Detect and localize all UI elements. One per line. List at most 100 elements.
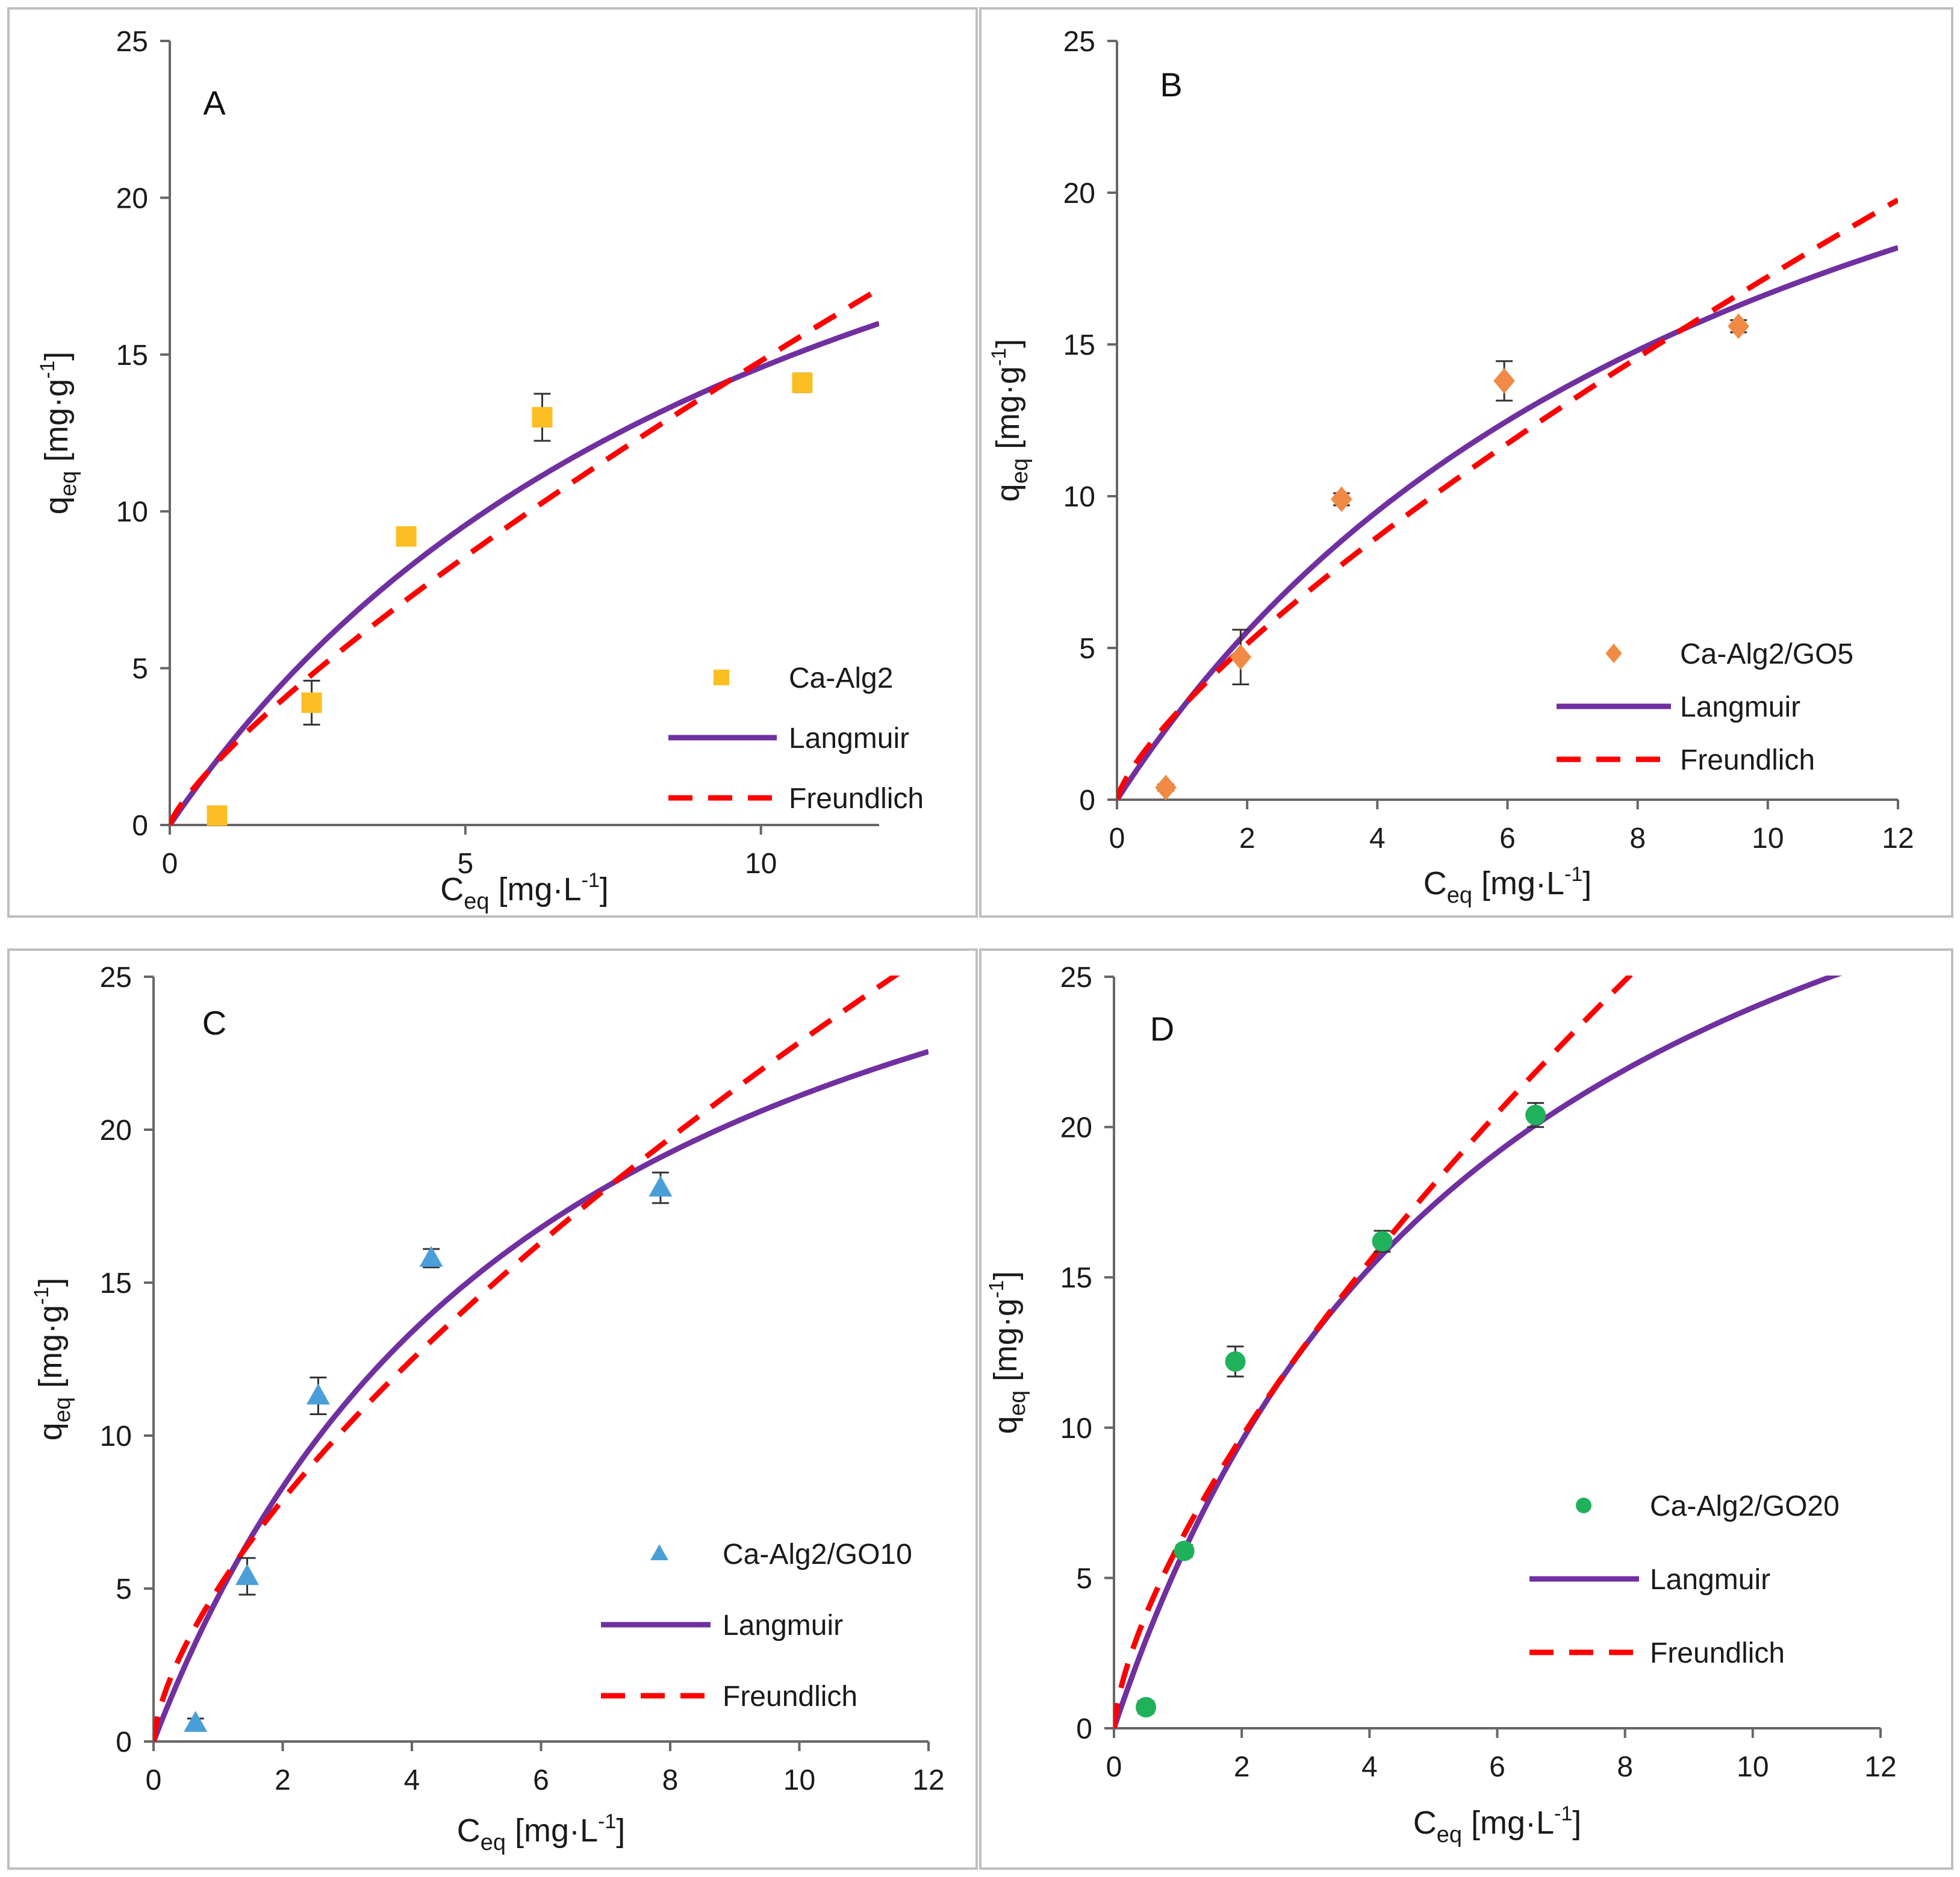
y-tick-label: 0	[1079, 785, 1095, 817]
x-tick-label: 2	[1234, 1751, 1250, 1783]
data-point	[649, 1171, 673, 1204]
x-axis-title: Ceq [mg·L-1]	[1423, 863, 1592, 908]
y-tick-label: 5	[132, 653, 148, 685]
data-point	[1136, 1697, 1157, 1718]
data-marker	[1136, 1697, 1157, 1718]
x-tick-label: 12	[912, 1764, 944, 1796]
data-marker	[1230, 644, 1252, 670]
y-tick-label: 5	[1079, 633, 1095, 665]
data-point	[1155, 774, 1177, 801]
legend-marker	[650, 1544, 668, 1561]
data-marker	[1174, 1540, 1195, 1561]
data-point	[1225, 1345, 1246, 1378]
data-marker	[649, 1175, 673, 1197]
data-point	[1372, 1230, 1393, 1253]
y-tick-label: 10	[1063, 481, 1095, 513]
y-tick-label: 10	[116, 496, 148, 528]
legend: Ca-Alg2/GO5 Langmuir Freundlich	[1557, 638, 1853, 776]
x-tick-label: 6	[1499, 823, 1516, 854]
x-tick-label: 0	[1106, 1751, 1122, 1783]
legend-marker	[1605, 643, 1622, 664]
legend-label: Freundlich	[1650, 1637, 1785, 1669]
panel-letter: B	[1160, 66, 1182, 104]
y-tick-label: 5	[116, 1574, 132, 1605]
x-tick-label: 4	[1369, 823, 1386, 854]
y-tick-label: 20	[1063, 178, 1095, 210]
x-tick-label: 6	[1489, 1751, 1505, 1783]
legend: Ca-Alg2/GO20 Langmuir Freundlich	[1529, 1490, 1840, 1669]
data-point	[235, 1557, 260, 1596]
data-point	[792, 372, 813, 393]
legend-label: Freundlich	[789, 783, 924, 815]
y-tick-label: 20	[1060, 1112, 1092, 1144]
y-tick-label: 0	[132, 810, 148, 842]
chart-panel-c: 0 5 10 15 20 25 0 2 4 6 8 10 12 Ceq [mg·L-1] qeq [mg·g…	[7, 948, 978, 1870]
data-marker	[207, 805, 228, 826]
y-axis-title: qeq [mg·g-1]	[988, 339, 1033, 502]
legend: Ca-Alg2 Langmuir Freundlich	[668, 662, 924, 815]
y-tick-label: 15	[116, 340, 148, 372]
panel-frame	[7, 948, 978, 1870]
data-point	[301, 679, 322, 726]
legend-label: Langmuir	[723, 1610, 843, 1642]
panel-letter: C	[202, 1004, 226, 1042]
x-tick-label: 4	[1361, 1751, 1378, 1783]
x-axis-title: Ceq [mg·L-1]	[1413, 1802, 1582, 1847]
legend-label: Freundlich	[1680, 744, 1815, 776]
x-tick-label: 2	[1239, 823, 1255, 854]
x-tick-label: 8	[1629, 823, 1646, 854]
data-marker	[792, 372, 813, 393]
x-tick-label: 0	[162, 848, 178, 880]
y-tick-label: 25	[116, 26, 148, 58]
data-point	[1230, 629, 1252, 685]
legend-marker	[714, 670, 729, 685]
data-marker	[1525, 1104, 1546, 1125]
data-point	[1525, 1102, 1546, 1128]
x-axis-title: Ceq [mg·L-1]	[457, 1810, 626, 1855]
data-point	[184, 1711, 208, 1732]
y-tick-label: 25	[1063, 26, 1095, 58]
panel-frame	[979, 948, 1953, 1870]
x-tick-label: 10	[745, 848, 777, 880]
x-tick-label: 10	[783, 1764, 815, 1796]
data-marker	[1225, 1351, 1246, 1372]
legend-label: Langmuir	[1650, 1564, 1770, 1596]
x-tick-label: 6	[533, 1764, 549, 1796]
y-tick-label: 0	[116, 1726, 132, 1758]
data-marker	[1728, 313, 1750, 340]
y-tick-label: 20	[116, 182, 148, 214]
langmuir-curve	[1114, 976, 1843, 1728]
data-marker	[532, 406, 553, 428]
legend-label: Ca-Alg2	[789, 662, 893, 694]
y-axis-title: qeq [mg·g-1]	[985, 1271, 1030, 1434]
panel-frame	[7, 7, 978, 918]
y-tick-label: 25	[1060, 962, 1092, 994]
legend: Ca-Alg2/GO10 Langmuir Freundlich	[601, 1539, 912, 1713]
langmuir-curve	[170, 320, 879, 825]
data-point	[1728, 313, 1750, 340]
y-tick-label: 10	[100, 1421, 132, 1452]
data-marker	[235, 1564, 260, 1586]
langmuir-curve	[1117, 245, 1898, 800]
data-marker	[396, 526, 417, 547]
y-tick-label: 15	[100, 1268, 132, 1300]
data-marker	[301, 692, 322, 713]
x-tick-label: 2	[275, 1764, 291, 1796]
data-marker	[419, 1245, 443, 1267]
x-tick-label: 12	[1882, 823, 1914, 854]
y-tick-label: 0	[1076, 1713, 1092, 1745]
freundlich-curve	[1117, 198, 1898, 800]
data-point	[396, 526, 417, 547]
data-point	[1331, 486, 1352, 512]
freundlich-curve	[170, 287, 879, 825]
data-point	[419, 1245, 443, 1269]
legend-marker	[1576, 1498, 1591, 1513]
data-marker	[306, 1383, 331, 1405]
y-tick-label: 20	[100, 1115, 132, 1147]
panel-letter: A	[203, 84, 226, 122]
y-tick-label: 15	[1063, 329, 1095, 361]
x-tick-label: 8	[1617, 1751, 1633, 1783]
x-tick-label: 0	[146, 1764, 162, 1796]
data-point	[306, 1376, 331, 1415]
chart-panel-b: 0 5 10 15 20 25 0 2 4 6 8 10 12 Ceq [mg·L-1] qeq [mg·g…	[979, 7, 1953, 918]
